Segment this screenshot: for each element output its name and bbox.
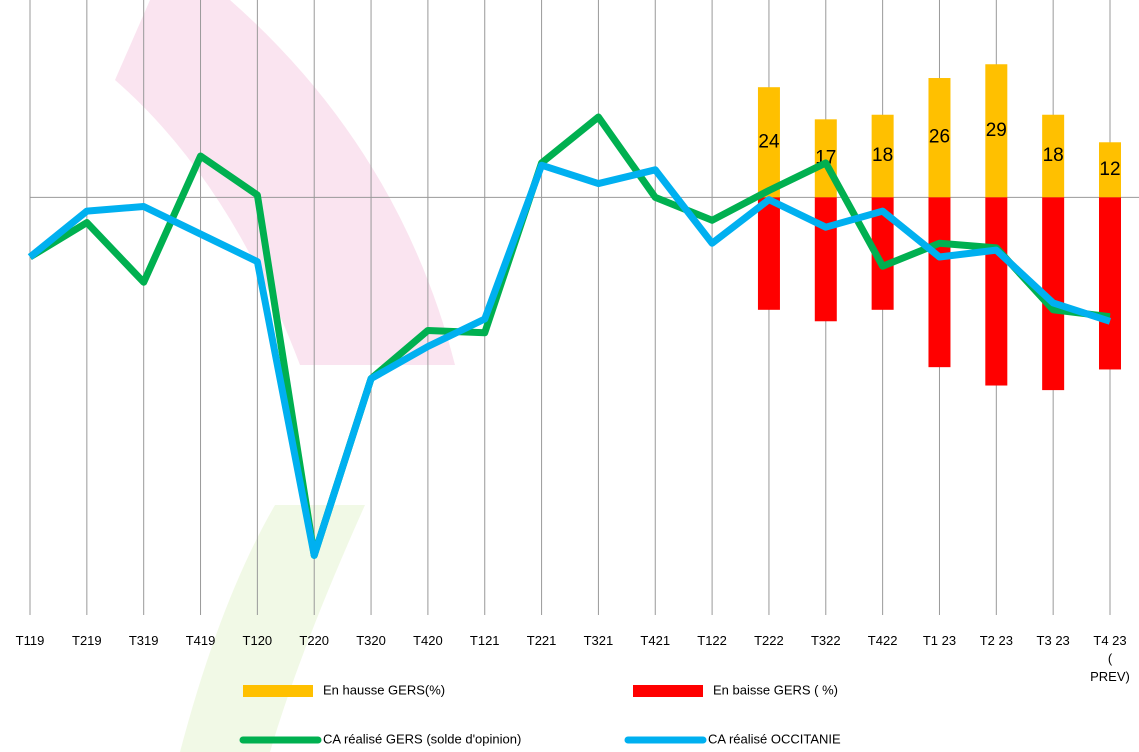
bar: [985, 64, 1008, 198]
bar: [985, 197, 1008, 386]
legend-label: En hausse GERS(%): [323, 682, 445, 697]
bar: [757, 87, 780, 198]
data-label: 26: [929, 127, 950, 148]
x-tick-label: T420: [413, 633, 443, 648]
data-label: 29: [986, 120, 1007, 141]
x-tick-label: T421: [640, 633, 671, 648]
bar: [871, 197, 894, 310]
bar: [1099, 197, 1121, 370]
data-label: 18: [872, 145, 893, 166]
x-tick-label: T322: [810, 633, 841, 648]
data-label: 12: [1099, 159, 1120, 180]
legend-label: CA réalisé GERS (solde d'opinion): [323, 731, 521, 746]
x-tick-label: T4 23 ( PREV): [1090, 633, 1130, 684]
bar: [871, 114, 894, 198]
bar: [757, 197, 780, 310]
x-tick-label: T120: [242, 633, 273, 648]
x-tick-label: T221: [526, 633, 557, 648]
bar: [814, 197, 837, 322]
x-tick-label: T220: [299, 633, 330, 648]
bar: [1099, 142, 1121, 198]
x-tick-label: T321: [583, 633, 614, 648]
x-tick-label: T419: [185, 633, 216, 648]
x-tick-label: T122: [697, 633, 727, 648]
legend-label: En baisse GERS ( %): [713, 682, 838, 697]
decor: [115, 0, 455, 365]
x-tick-label: T1 23: [922, 633, 957, 648]
x-tick-label: T119: [15, 633, 45, 648]
x-tick-label: T121: [469, 633, 500, 648]
data-label: 24: [758, 131, 780, 152]
legend-swatch: [243, 685, 313, 697]
legend-swatch: [633, 685, 703, 697]
bar: [928, 78, 951, 198]
x-tick-label: T2 23: [979, 633, 1013, 648]
data-label: 18: [1043, 145, 1064, 166]
x-tick-label: T319: [128, 633, 159, 648]
x-tick-label: T320: [356, 633, 386, 648]
line: [27, 161, 1112, 559]
decor: [180, 505, 365, 752]
bar: [1042, 114, 1065, 198]
bar: [1042, 197, 1065, 391]
legend-label: CA réalisé OCCITANIE: [708, 731, 841, 746]
x-tick-label: T222: [754, 633, 784, 648]
x-tick-label: T422: [867, 633, 898, 648]
bar: [928, 197, 951, 368]
x-tick-label: T3 23: [1036, 633, 1070, 648]
x-tick-label: T219: [72, 633, 102, 648]
